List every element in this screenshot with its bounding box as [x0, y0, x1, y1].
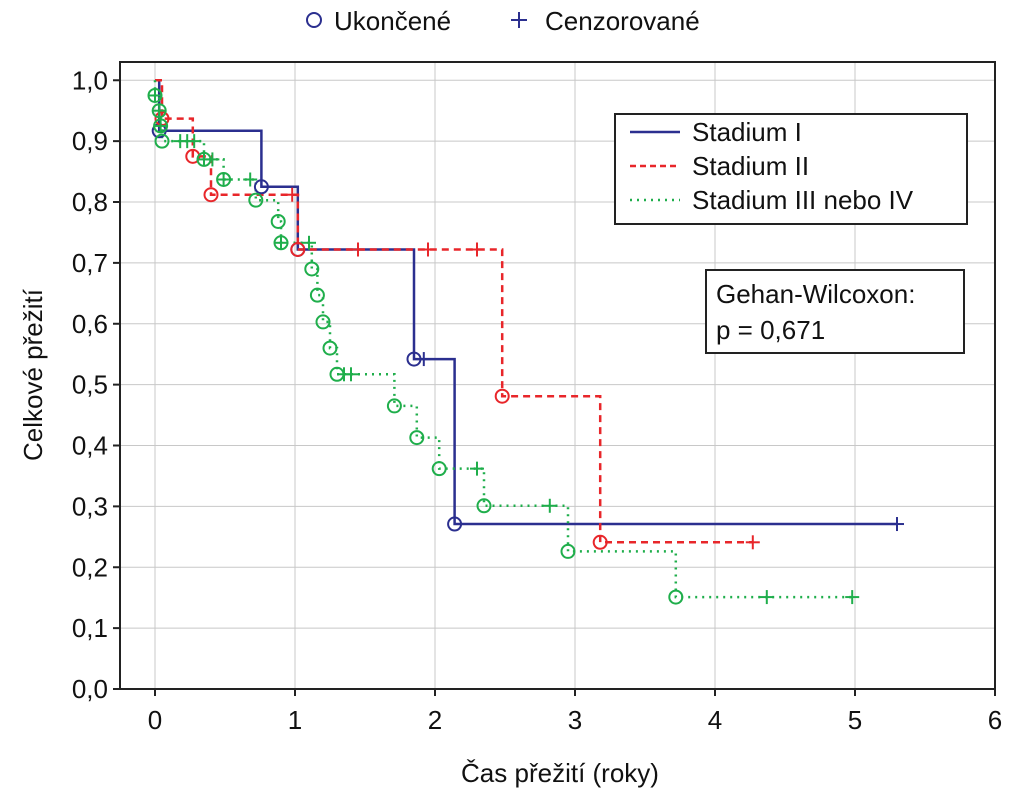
event-marker — [253, 179, 269, 195]
x-tick-label: 5 — [848, 705, 862, 735]
y-tick-label: 0,5 — [72, 370, 108, 400]
x-axis-ticks: 0 1 2 3 4 5 6 — [148, 689, 1002, 735]
event-marker — [494, 388, 510, 404]
x-tick-label: 3 — [568, 705, 582, 735]
curve-stadium-ii — [155, 79, 753, 544]
censored-marker — [148, 88, 162, 103]
event-marker — [322, 340, 338, 356]
test-annotation-box — [705, 269, 965, 354]
x-tick-label: 1 — [288, 705, 302, 735]
event-marker — [592, 534, 608, 550]
y-axis-label: Celkové přežití — [18, 288, 48, 461]
censored-marker — [421, 242, 435, 257]
event-marker — [386, 398, 402, 414]
y-tick-label: 0,2 — [72, 552, 108, 582]
censored-marker — [187, 134, 202, 149]
y-tick-label: 0,3 — [72, 491, 108, 521]
censored-marker — [274, 235, 288, 250]
event-marker — [154, 133, 170, 149]
y-tick-label: 1,0 — [72, 65, 108, 95]
y-tick-label: 0,9 — [72, 126, 108, 156]
y-tick-label: 0,0 — [72, 674, 108, 704]
censored-marker — [542, 498, 557, 513]
y-tick-label: 0,1 — [72, 613, 108, 643]
event-marker — [560, 543, 576, 559]
plot-frame — [119, 61, 996, 690]
event-marker — [304, 261, 320, 277]
y-tick-label: 0,8 — [72, 187, 108, 217]
censored-marker — [845, 590, 860, 605]
censored-marker — [416, 352, 431, 367]
event-marker-legend-icon — [306, 12, 322, 28]
y-axis-ticks: 0,0 0,1 0,2 0,3 0,4 0,5 0,6 0,7 0,8 0,9 1,0 — [72, 65, 120, 704]
censored-marker — [470, 242, 484, 257]
event-marker — [270, 213, 286, 229]
censored-marker — [759, 590, 774, 605]
censored-marker — [302, 235, 316, 250]
censored-marker — [285, 187, 300, 202]
event-marker — [447, 516, 463, 532]
censored-marker — [216, 172, 231, 187]
censored-marker — [152, 103, 167, 118]
censored-marker — [344, 367, 358, 382]
censored-marker — [890, 517, 904, 532]
top-legend: Ukončené Cenzorované — [306, 6, 700, 36]
event-marker — [309, 287, 325, 303]
y-tick-label: 0,4 — [72, 431, 108, 461]
event-marker — [203, 187, 219, 203]
y-tick-label: 0,6 — [72, 309, 108, 339]
event-marker — [476, 498, 492, 514]
test-annotation-line2: p = 0,671 — [716, 315, 825, 345]
curve-markers — [147, 87, 904, 605]
x-axis-label: Čas přežití (roky) — [461, 758, 659, 788]
series-legend-label-stadium-iii-iv: Stadium III nebo IV — [692, 185, 914, 215]
censored-marker-legend-icon — [511, 12, 527, 28]
y-tick-label: 0,7 — [72, 248, 108, 278]
censored-marker — [351, 242, 365, 257]
series-legend-label-stadium-ii: Stadium II — [692, 151, 809, 181]
event-marker — [668, 589, 684, 605]
test-annotation-line1: Gehan-Wilcoxon: — [716, 279, 915, 309]
event-marker — [290, 241, 306, 257]
event-marker — [248, 192, 264, 208]
series-legend: Stadium I Stadium II Stadium III nebo IV — [614, 113, 968, 225]
censored-marker — [205, 152, 220, 167]
test-annotation: Gehan-Wilcoxon: p = 0,671 — [705, 269, 965, 354]
series-legend-label-stadium-i: Stadium I — [692, 117, 802, 147]
event-marker — [315, 314, 331, 330]
censored-legend-label: Cenzorované — [545, 6, 700, 36]
x-tick-label: 0 — [148, 705, 162, 735]
x-tick-label: 6 — [988, 705, 1002, 735]
event-marker — [409, 430, 425, 446]
censored-marker — [470, 461, 484, 476]
censored-marker — [153, 118, 168, 133]
event-marker — [431, 461, 447, 477]
censored-marker — [243, 172, 258, 187]
censored-marker — [745, 535, 760, 550]
event-legend-label: Ukončené — [334, 6, 451, 36]
x-tick-label: 2 — [428, 705, 442, 735]
x-tick-label: 4 — [708, 705, 722, 735]
